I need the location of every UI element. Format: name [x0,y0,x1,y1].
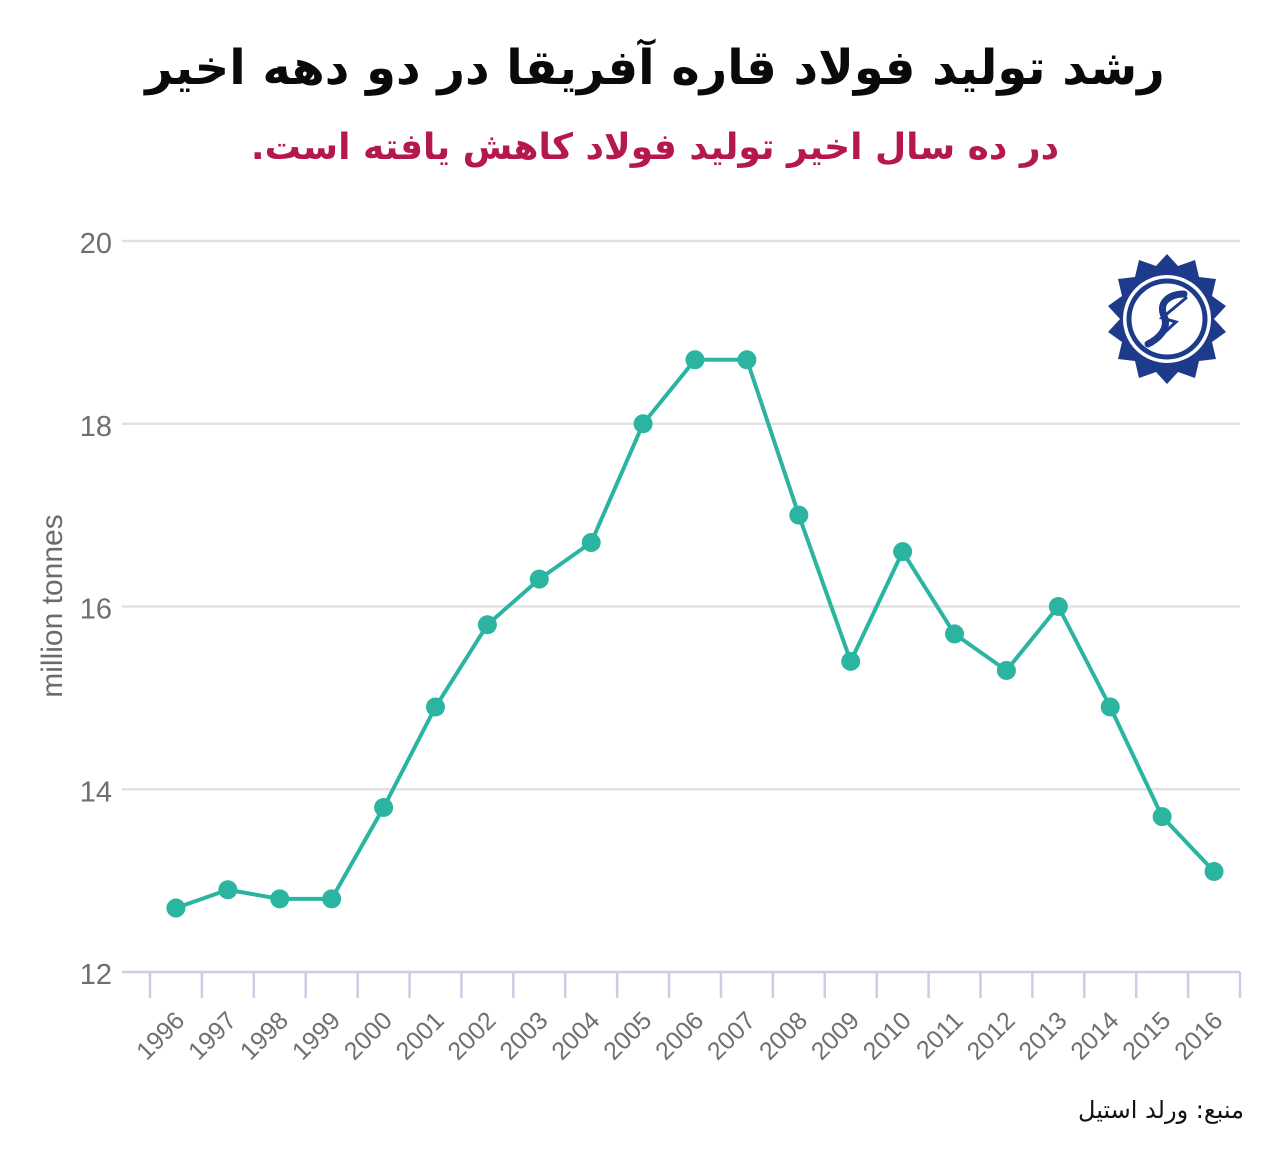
data-point [633,414,653,434]
y-tick-label: 14 [80,776,112,808]
x-tick-label: 2006 [650,1006,709,1065]
data-point [996,660,1016,680]
data-point [425,697,445,717]
data-point [1048,597,1068,616]
x-axis [122,970,1242,998]
x-tick-label: 1997 [183,1006,242,1065]
data-point [737,350,757,370]
data-point [477,615,497,635]
series-line [175,357,1216,910]
data-point [893,542,913,562]
x-tick-label: 1999 [287,1006,346,1065]
steel-emblem-icon [1108,254,1226,384]
x-tick-label: 2008 [754,1006,813,1065]
data-point [166,898,186,918]
x-tick-label: 2010 [858,1006,917,1065]
data-point [1204,861,1224,881]
y-tick-label: 20 [80,228,112,260]
source-note: منبع: ورلد استیل [1078,1096,1244,1124]
grid-lines [122,239,1240,791]
data-point [685,350,705,370]
y-tick-label: 16 [80,594,112,626]
x-tick-label: 2003 [494,1006,553,1065]
x-tick-label: 1998 [235,1006,294,1065]
data-point [322,889,342,909]
x-tick-label: 2013 [1013,1006,1072,1065]
x-tick-label: 2014 [1065,1006,1124,1065]
data-point [374,798,394,818]
data-point [945,624,965,644]
data-point [529,569,549,589]
x-tick-label: 2007 [702,1006,761,1065]
data-point [841,651,861,671]
x-tick-label: 1996 [131,1006,190,1065]
x-tick-label: 2016 [1169,1006,1228,1065]
x-tick-label: 2005 [598,1006,657,1065]
chart-title: رشد تولید فولاد قاره آفریقا در دو دهه اخ… [145,40,1165,96]
x-tick-label: 2000 [339,1006,398,1065]
x-tick-label: 2009 [806,1006,865,1065]
chart-subtitle: در ده سال اخیر تولید فولاد کاهش یافته اس… [250,127,1060,168]
data-point [581,533,601,553]
x-tick-label: 2004 [546,1006,605,1065]
y-tick-label: 18 [80,411,112,443]
x-tick-label: 2011 [911,1006,969,1064]
data-point [218,880,238,900]
y-axis-ticks: 12 14 16 18 20 [80,228,112,991]
data-series [166,350,1224,918]
data-point [1100,697,1120,717]
data-point [270,889,290,909]
x-tick-label: 2002 [442,1006,501,1065]
x-tick-label: 2001 [391,1006,450,1065]
y-tick-label: 12 [80,959,112,991]
x-tick-label: 2015 [1117,1006,1176,1065]
y-axis-label: million tonnes [36,514,69,697]
data-point [1152,807,1172,827]
x-axis-ticks: 1996199719981999200020012002200320042005… [131,1006,1228,1065]
data-point [789,505,809,525]
x-tick-label: 2012 [962,1006,1021,1065]
